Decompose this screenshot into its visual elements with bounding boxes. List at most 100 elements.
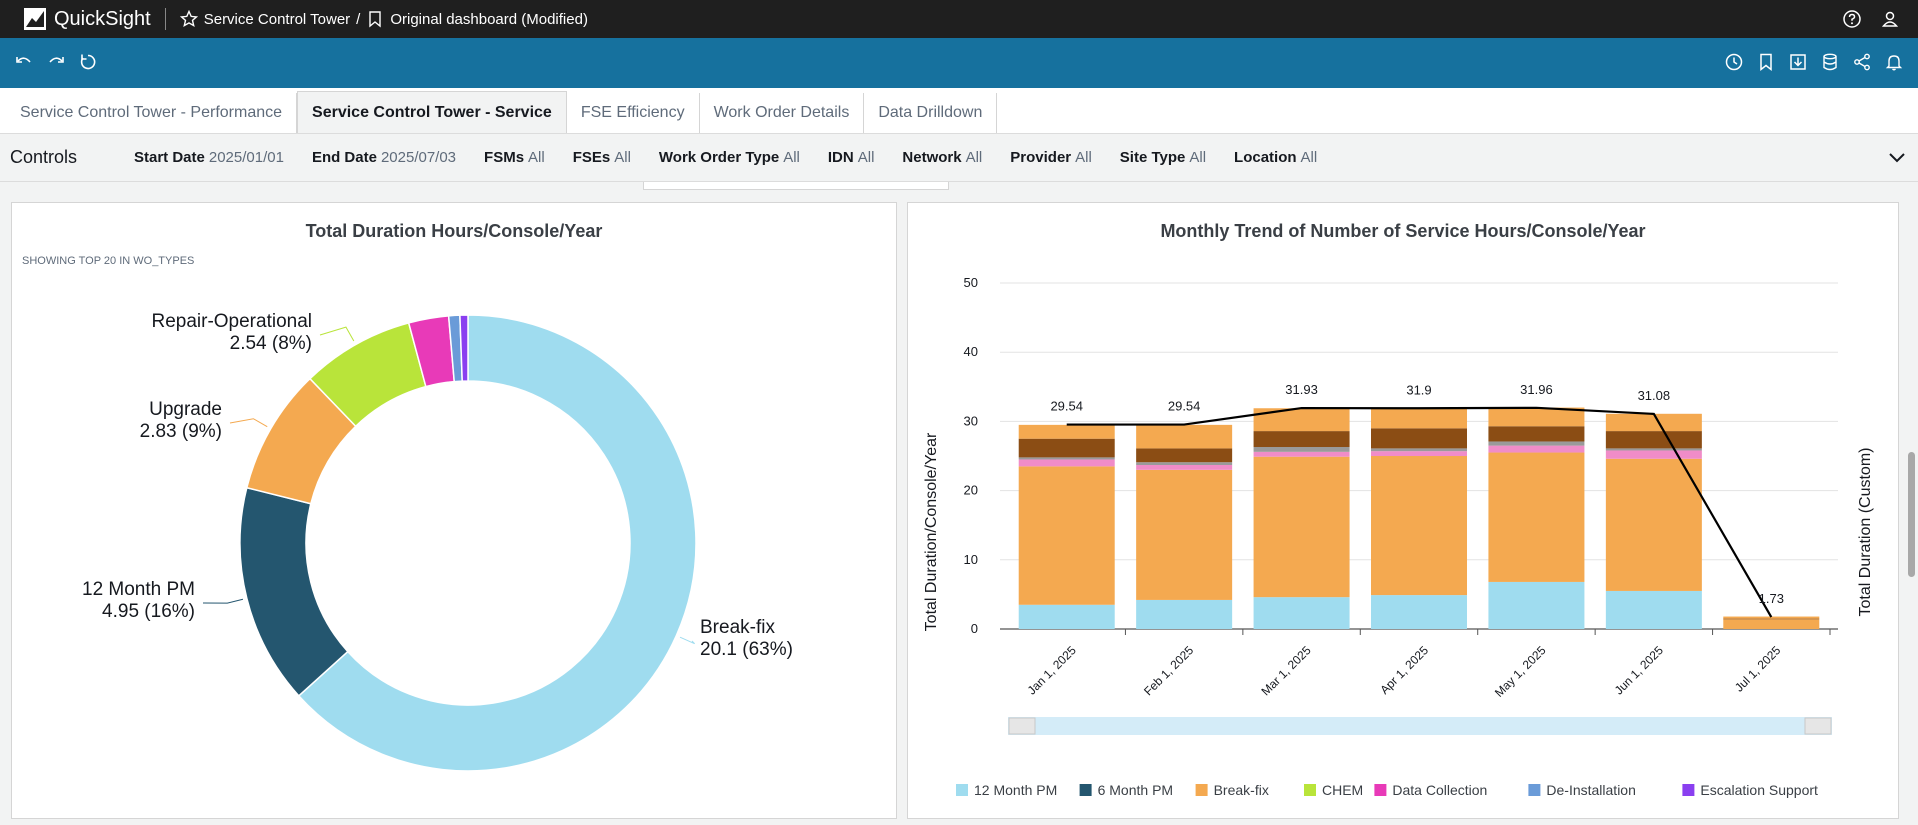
schedule-icon[interactable] [1724,52,1744,72]
range-slider-left-handle[interactable] [1008,717,1036,735]
bar-segment[interactable] [1253,447,1350,452]
x-tick-label: May 1, 2025 [1492,643,1549,700]
bar-segment[interactable] [1136,462,1233,465]
bar-segment[interactable] [1253,451,1350,457]
bar-segment[interactable] [1136,448,1233,463]
bar-segment[interactable] [1018,459,1115,467]
legend-swatch[interactable] [1682,784,1695,796]
control-fses[interactable]: FSEs All [573,149,631,166]
download-icon[interactable] [1788,52,1808,72]
legend-item[interactable]: CHEM [1322,782,1363,798]
legend-item[interactable]: 6 Month PM [1098,782,1173,798]
database-icon[interactable] [1820,52,1840,72]
legend-item[interactable]: 12 Month PM [974,782,1057,798]
bell-icon[interactable] [1884,52,1904,72]
donut-slice-12-month-pm[interactable] [239,486,349,697]
bar-segment[interactable] [1018,466,1115,605]
legend-swatch[interactable] [1079,784,1092,796]
bar-segment[interactable] [1136,599,1233,629]
tab-fse-efficiency[interactable]: FSE Efficiency [567,93,700,133]
user-icon[interactable] [1880,9,1900,29]
control-work-order-type[interactable]: Work Order Type All [659,149,800,166]
scrollbar-thumb[interactable] [1908,452,1915,577]
legend-swatch[interactable] [1195,784,1208,796]
bar-segment[interactable] [1018,604,1115,629]
bar-segment[interactable] [1371,595,1467,629]
range-slider-right-handle[interactable] [1804,717,1832,735]
slice-value-label: 2.54 (8%) [230,333,312,354]
redo-icon[interactable] [46,52,66,72]
bar-segment[interactable] [1605,448,1702,451]
bar-segment[interactable] [1488,441,1585,446]
x-tick-label: Mar 1, 2025 [1259,643,1314,698]
breadcrumb-dashboard[interactable]: Original dashboard (Modified) [390,10,588,28]
tab-work-order-details[interactable]: Work Order Details [700,93,865,133]
chevron-down-icon[interactable] [1886,146,1908,168]
bar-segment[interactable] [1605,590,1702,629]
tab-service-control-tower-performance[interactable]: Service Control Tower - Performance [6,93,298,133]
help-icon[interactable] [1842,9,1862,29]
control-network[interactable]: Network All [902,149,982,166]
trend-line[interactable] [1066,406,1773,618]
bar-segment[interactable] [1488,426,1585,442]
bar-segment[interactable] [1371,448,1467,452]
share-icon[interactable] [1852,52,1872,72]
bar-segment[interactable] [1723,616,1820,619]
legend-swatch[interactable] [956,784,968,796]
donut-slice-escalation-support[interactable] [459,314,469,382]
bar-segment[interactable] [1253,431,1350,448]
breadcrumb-analysis[interactable]: Service Control Tower [203,10,351,28]
bar-segment[interactable] [1136,424,1233,449]
star-icon[interactable] [179,9,198,28]
legend-swatch[interactable] [1304,784,1316,796]
donut-slice-break-fix[interactable] [297,314,697,772]
bar-segment[interactable] [1723,618,1820,620]
range-slider-track[interactable] [1008,717,1832,735]
y-tick-label: 40 [964,344,978,359]
bar-segment[interactable] [1488,581,1585,629]
bar-segment[interactable] [1605,431,1702,449]
control-start-date[interactable]: Start Date 2025/01/01 [134,149,284,166]
bookmark-icon[interactable] [1756,52,1776,72]
bar-segment[interactable] [1605,458,1702,591]
legend-item[interactable]: De-Installation [1546,782,1636,798]
undo-icon[interactable] [14,52,34,72]
bar-segment[interactable] [1605,450,1702,459]
control-location[interactable]: Location All [1234,149,1317,166]
bar-segment[interactable] [1488,407,1585,427]
bar-segment[interactable] [1488,452,1585,582]
bar-segment[interactable] [1488,445,1585,453]
bar-segment[interactable] [1136,464,1233,470]
control-end-date[interactable]: End Date 2025/07/03 [312,149,456,166]
bar-segment[interactable] [1371,451,1467,456]
bar-segment[interactable] [1136,469,1233,600]
bar-segment[interactable] [1253,408,1350,432]
bar-segment[interactable] [1018,457,1115,460]
legend-swatch[interactable] [1374,784,1387,796]
legend-swatch[interactable] [1528,784,1541,796]
legend-item[interactable]: Break-fix [1214,782,1269,798]
quicksight-logo[interactable]: QuickSight [0,0,151,38]
control-fsms[interactable]: FSMs All [484,149,545,166]
reset-icon[interactable] [78,52,98,72]
tab-service-control-tower-service[interactable]: Service Control Tower - Service [297,91,567,133]
bar-segment[interactable] [1018,438,1115,458]
bar-segment[interactable] [1371,428,1467,449]
legend-item[interactable]: Data Collection [1392,782,1487,798]
control-value: All [1300,149,1318,166]
bar-segment[interactable] [1605,413,1702,432]
control-site-type[interactable]: Site Type All [1120,149,1206,166]
control-label: IDN [827,149,854,166]
bar-segment[interactable] [1018,424,1115,439]
legend-item[interactable]: Escalation Support [1700,782,1818,798]
control-provider[interactable]: Provider All [1010,149,1092,166]
controls-expander[interactable] [643,182,949,190]
bar-segment[interactable] [1371,408,1467,429]
bar-segment[interactable] [1253,597,1350,629]
control-idn[interactable]: IDN All [828,149,875,166]
page-scrollbar[interactable] [1904,182,1918,825]
bar-segment[interactable] [1253,456,1350,598]
bar-segment[interactable] [1371,456,1467,596]
bar-segment[interactable] [1723,619,1820,629]
tab-data-drilldown[interactable]: Data Drilldown [864,93,998,133]
